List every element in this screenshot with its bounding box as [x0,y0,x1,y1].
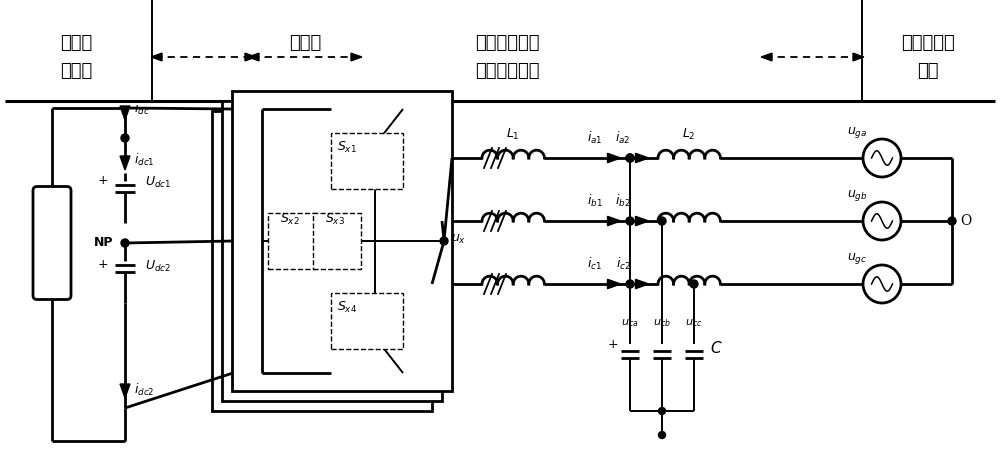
Bar [212,111,432,411]
Text: $i_{dc}$: $i_{dc}$ [134,101,150,117]
Circle shape [626,217,634,225]
Text: $i_{dc2}$: $i_{dc2}$ [134,382,154,398]
Text: $U_{dc1}$: $U_{dc1}$ [145,175,171,189]
Polygon shape [328,238,338,244]
Text: $U_{dc2}$: $U_{dc2}$ [145,258,171,274]
Text: $i_{b1}$: $i_{b1}$ [587,193,603,209]
Text: 电池组: 电池组 [60,62,92,80]
Text: +: + [608,338,618,351]
Text: $S_{x2}$: $S_{x2}$ [280,212,300,226]
Text: $i_{b2}$: $i_{b2}$ [615,193,631,209]
Circle shape [948,217,956,225]
Circle shape [121,239,129,247]
Circle shape [626,154,634,162]
Polygon shape [853,53,864,61]
Text: $u_{gc}$: $u_{gc}$ [847,251,867,266]
FancyBboxPatch shape [33,187,71,300]
Text: 标准交流电: 标准交流电 [901,34,955,52]
Text: $u_x$: $u_x$ [451,232,466,245]
Text: +: + [98,258,108,271]
Text: $i_{c1}$: $i_{c1}$ [587,256,603,272]
Text: $S_{x3}$: $S_{x3}$ [325,212,345,226]
Bar [331,133,403,189]
Polygon shape [120,156,130,170]
Polygon shape [636,279,649,288]
Text: NP: NP [93,237,113,250]
Polygon shape [371,160,379,172]
Text: $i_{a2}$: $i_{a2}$ [615,130,631,146]
Bar [313,213,361,269]
Polygon shape [245,53,256,61]
Text: $u_{ca}$: $u_{ca}$ [621,317,639,329]
Polygon shape [761,53,772,61]
Polygon shape [283,238,293,244]
Polygon shape [151,53,162,61]
Polygon shape [608,153,621,163]
Text: $C$: $C$ [710,340,722,356]
Text: $i_{dc1}$: $i_{dc1}$ [134,152,155,168]
Circle shape [121,134,129,142]
Circle shape [626,154,634,162]
Text: 化学能: 化学能 [60,34,92,52]
Text: $u_{cb}$: $u_{cb}$ [653,317,671,329]
Polygon shape [380,154,389,166]
Text: $u_{ga}$: $u_{ga}$ [847,125,867,140]
Circle shape [440,237,448,245]
Polygon shape [608,279,621,288]
Polygon shape [248,53,259,61]
Polygon shape [336,238,347,244]
Text: $u_{cc}$: $u_{cc}$ [685,317,703,329]
Bar [268,213,316,269]
Text: $S_{x1}$: $S_{x1}$ [337,139,357,155]
Text: $i_{a1}$: $i_{a1}$ [587,130,603,146]
Polygon shape [120,106,130,120]
Polygon shape [120,384,130,398]
Polygon shape [636,153,649,163]
Bar [232,91,452,391]
Text: $L_1$: $L_1$ [506,127,520,142]
Circle shape [658,217,666,225]
Text: O: O [960,214,971,228]
Text: 直流电: 直流电 [289,34,321,52]
Text: $L_2$: $L_2$ [682,127,696,142]
Polygon shape [371,320,379,332]
Circle shape [626,280,634,288]
Polygon shape [380,314,389,326]
Polygon shape [608,216,621,225]
Text: $S_{x4}$: $S_{x4}$ [337,300,357,314]
Circle shape [690,280,698,288]
Bar [331,293,403,349]
Polygon shape [636,216,649,225]
Text: +: + [98,175,108,188]
Text: $i_{c2}$: $i_{c2}$ [616,256,630,272]
Bar [222,101,442,401]
Polygon shape [291,238,302,244]
Circle shape [658,432,666,438]
Text: 功率转换系统: 功率转换系统 [475,62,539,80]
Circle shape [658,407,666,414]
Polygon shape [351,53,362,61]
Text: $u_{gb}$: $u_{gb}$ [847,188,867,203]
Text: 电网: 电网 [917,62,939,80]
Text: 低质量交流电: 低质量交流电 [475,34,539,52]
